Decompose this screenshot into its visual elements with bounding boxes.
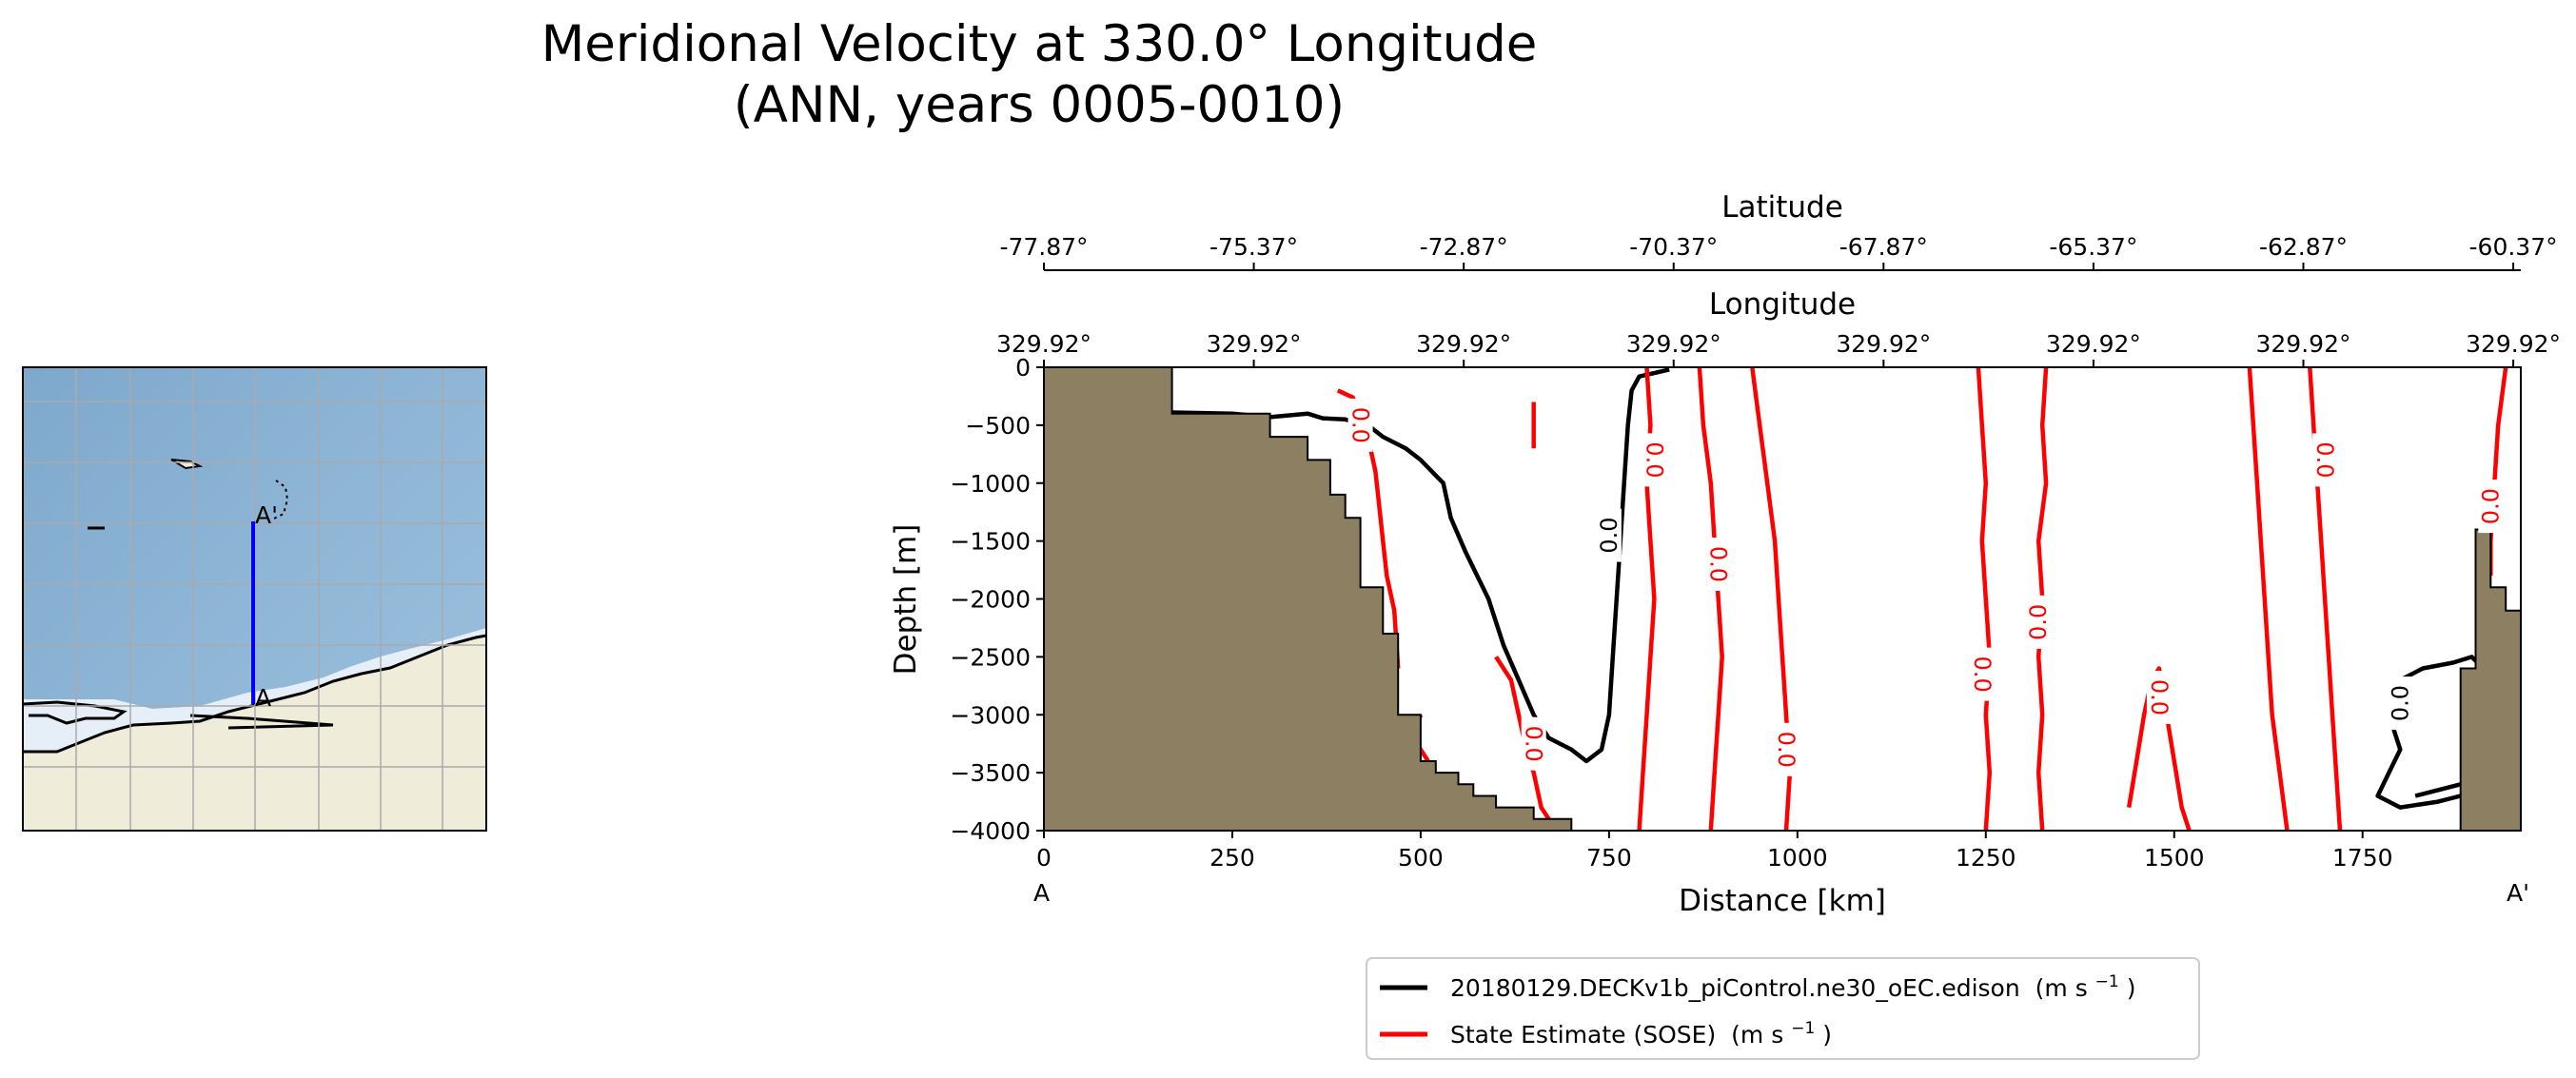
latitude-tick-label-7: -60.37° bbox=[2469, 233, 2558, 261]
contour-model-2 bbox=[2375, 725, 2462, 810]
longitude-tick-label-3: 329.92° bbox=[1626, 330, 1721, 358]
contour-label-bg-3 bbox=[1521, 716, 1546, 771]
contour-sose-5 bbox=[1697, 367, 1724, 831]
latitude-tick-label-1: -75.37° bbox=[1209, 233, 1298, 261]
x-tick-label-5: 1250 bbox=[1956, 844, 2016, 872]
contour-model-3 bbox=[2414, 782, 2462, 798]
x-tick-label-1: 250 bbox=[1209, 844, 1255, 872]
x-tick-label-0: 0 bbox=[1036, 844, 1052, 872]
section-plot: 0.0 0.0 0.0 0.0 0.0 0.0 0.0 0.0 0.0 0.0 0.0 0.0 0 25… bbox=[889, 190, 2561, 918]
y-tick-label-5: −2500 bbox=[950, 643, 1031, 671]
y-tick-label-7: −3500 bbox=[950, 759, 1031, 787]
map-transect-end-label: A' bbox=[255, 501, 278, 529]
contour-label-1: 0.0 bbox=[2387, 685, 2413, 721]
contour-label-10: 0.0 bbox=[2311, 441, 2338, 478]
x-tick-label-7: 1750 bbox=[2332, 844, 2393, 872]
contour-label-bg-5 bbox=[1705, 537, 1731, 591]
legend-label-model-units-exp: −1 bbox=[2095, 972, 2119, 991]
x-tick-label-3: 750 bbox=[1586, 844, 1632, 872]
legend-label-sose-units-exp: −1 bbox=[1791, 1019, 1815, 1038]
contour-label-bg-9 bbox=[2146, 670, 2172, 724]
map-coastline-shelf bbox=[189, 714, 334, 730]
longitude-tick-label-5: 329.92° bbox=[2046, 330, 2141, 358]
inset-map: A' A bbox=[22, 366, 487, 832]
contour-label-6: 0.0 bbox=[1773, 732, 1799, 768]
contour-label-11: 0.0 bbox=[2477, 488, 2504, 524]
x-axis-label: Distance [km] bbox=[1679, 884, 1886, 918]
latitude-tick-label-5: -65.37° bbox=[2049, 233, 2137, 261]
legend-label-sose-units: (m s bbox=[1731, 1021, 1783, 1049]
bathymetry-left bbox=[1044, 367, 1573, 831]
contour-sose-10 bbox=[2247, 367, 2290, 831]
longitude-axis-label: Longitude bbox=[1709, 287, 1856, 322]
contour-label-bg-0 bbox=[1596, 508, 1622, 562]
contour-sose-12 bbox=[2488, 367, 2508, 577]
latitude-axis-label: Latitude bbox=[1721, 190, 1843, 225]
x-tick-label-2: 500 bbox=[1398, 844, 1444, 872]
y-tick-label-3: −1500 bbox=[950, 528, 1031, 556]
latitude-tick-label-6: -62.87° bbox=[2259, 233, 2348, 261]
contour-label-bg-6 bbox=[1773, 722, 1799, 776]
y-tick-label-1: −500 bbox=[965, 412, 1031, 440]
contour-label-bg-8 bbox=[2026, 595, 2052, 649]
contour-label-3: 0.0 bbox=[1521, 726, 1547, 762]
legend-label-sose: State Estimate (SOSE) (m s −1 ) bbox=[1450, 1011, 1832, 1049]
legend-label-model: 20180129.DECKv1b_piControl.ne30_oEC.edis… bbox=[1450, 965, 2135, 1002]
legend: 20180129.DECKv1b_piControl.ne30_oEC.edis… bbox=[1366, 957, 2200, 1060]
map-frame bbox=[22, 366, 487, 832]
contour-label-8: 0.0 bbox=[2025, 604, 2052, 640]
latitude-tick-label-0: -77.87° bbox=[999, 233, 1088, 261]
y-tick-label-2: −1000 bbox=[950, 470, 1031, 498]
longitude-tick-label-2: 329.92° bbox=[1416, 330, 1511, 358]
contour-label-bg-1 bbox=[2388, 676, 2413, 731]
contour-label-2: 0.0 bbox=[1347, 407, 1374, 443]
y-tick-label-8: −4000 bbox=[950, 817, 1031, 845]
section-end-label: A' bbox=[2507, 879, 2529, 907]
contour-label-7: 0.0 bbox=[1969, 657, 1996, 693]
contour-label-bg-7 bbox=[1969, 647, 1995, 701]
x-tick-label-4: 1000 bbox=[1767, 844, 1828, 872]
longitude-tick-label-6: 329.92° bbox=[2256, 330, 2351, 358]
latitude-tick-label-2: -72.87° bbox=[1420, 233, 1508, 261]
legend-label-model-units: (m s bbox=[2035, 974, 2088, 1002]
y-axis-label: Depth [m] bbox=[889, 524, 923, 676]
latitude-tick-label-4: -67.87° bbox=[1839, 233, 1928, 261]
chart-title-line2: (ANN, years 0005-0010) bbox=[734, 76, 1345, 134]
legend-label-model-name: 20180129.DECKv1b_piControl.ne30_oEC.edis… bbox=[1450, 974, 2020, 1002]
y-tick-label-4: −2000 bbox=[950, 586, 1031, 614]
legend-label-sose-name: State Estimate (SOSE) bbox=[1450, 1021, 1716, 1049]
legend-label-sose-units-close: ) bbox=[1822, 1021, 1832, 1049]
contour-sose-7 bbox=[1976, 367, 1993, 831]
contour-sose-9 bbox=[2126, 666, 2192, 831]
contour-label-5: 0.0 bbox=[1705, 546, 1732, 582]
map-coastline bbox=[23, 634, 486, 754]
map-island-dots bbox=[273, 480, 289, 519]
map-coastline-ice bbox=[23, 700, 128, 725]
legend-label-model-units-close: ) bbox=[2127, 974, 2136, 1002]
longitude-tick-label-7: 329.92° bbox=[2466, 330, 2561, 358]
chart-title-line1: Meridional Velocity at 330.0° Longitude bbox=[541, 15, 1538, 73]
contour-label-bg-11 bbox=[2478, 480, 2504, 534]
contour-label-bg-10 bbox=[2312, 433, 2338, 487]
y-tick-label-0: 0 bbox=[1015, 354, 1031, 382]
longitude-tick-label-4: 329.92° bbox=[1836, 330, 1931, 358]
section-start-label: A bbox=[1033, 879, 1050, 907]
legend-box bbox=[1366, 957, 2200, 1060]
longitude-tick-label-1: 329.92° bbox=[1207, 330, 1302, 358]
bathymetry-right bbox=[2459, 528, 2521, 831]
contour-label-4: 0.0 bbox=[1641, 441, 1667, 478]
y-tick-label-6: −3000 bbox=[950, 701, 1031, 729]
contour-label-bg-2 bbox=[1347, 398, 1373, 452]
contour-label-0: 0.0 bbox=[1596, 517, 1622, 553]
contour-label-9: 0.0 bbox=[2146, 679, 2173, 715]
x-tick-label-6: 1500 bbox=[2144, 844, 2205, 872]
map-transect-start-label: A bbox=[255, 684, 271, 712]
longitude-tick-label-0: 329.92° bbox=[996, 330, 1091, 358]
latitude-tick-label-3: -70.37° bbox=[1629, 233, 1718, 261]
contour-label-bg-4 bbox=[1642, 433, 1667, 487]
